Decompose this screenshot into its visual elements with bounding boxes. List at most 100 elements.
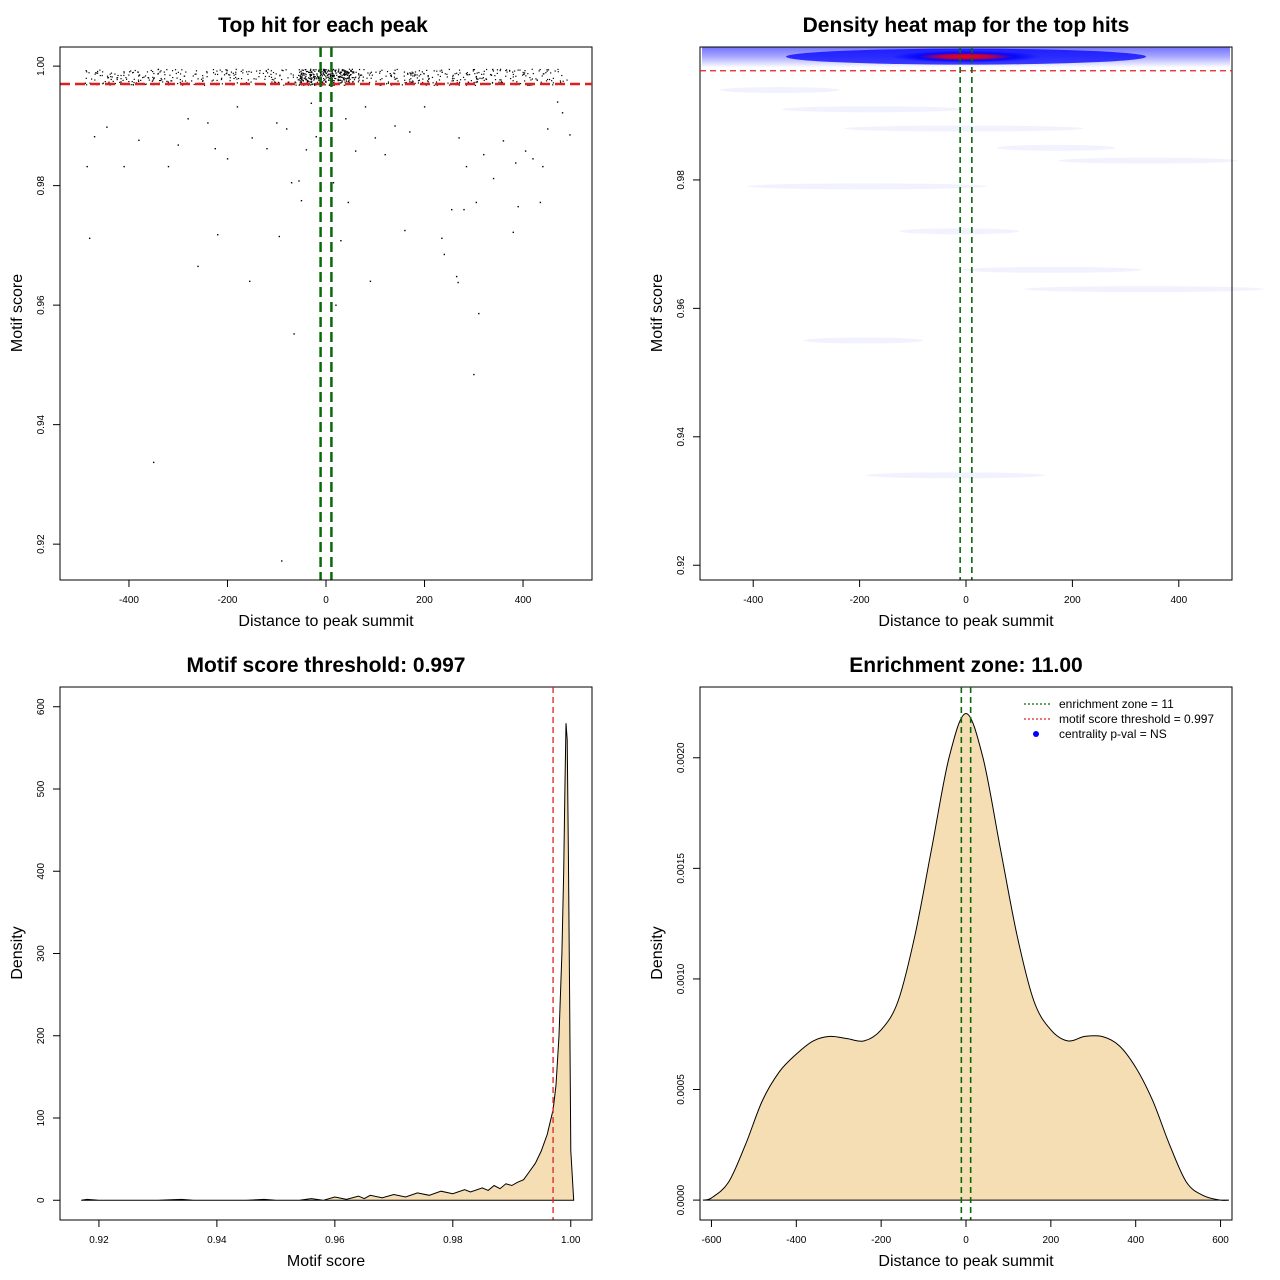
scatter-point	[476, 81, 479, 83]
scatter-point	[346, 73, 348, 75]
scatter-point	[467, 74, 469, 76]
scatter-point	[451, 80, 453, 82]
scatter-point	[221, 77, 223, 79]
scatter-point	[439, 75, 441, 78]
scatter-point	[158, 79, 161, 82]
scatter-point	[323, 71, 326, 73]
scatter-point	[240, 70, 242, 73]
scatter-point	[340, 240, 342, 242]
scatter-point	[366, 77, 368, 79]
y-tick-label: 0	[36, 1197, 47, 1203]
heat-faint-streak	[719, 87, 840, 94]
scatter-point	[200, 78, 203, 80]
scatter-point	[304, 76, 306, 78]
scatter-point	[138, 80, 140, 83]
scatter-point	[331, 75, 333, 77]
scatter-point	[315, 77, 317, 79]
panel1-outlier-points	[86, 101, 571, 562]
scatter-point	[350, 73, 352, 76]
scatter-point	[344, 70, 346, 72]
scatter-point	[225, 69, 227, 71]
scatter-point	[315, 69, 317, 71]
scatter-point	[314, 83, 316, 85]
scatter-point	[545, 80, 548, 82]
scatter-point	[131, 80, 133, 83]
scatter-point	[343, 78, 345, 81]
scatter-point	[266, 72, 269, 74]
scatter-point	[324, 78, 326, 81]
scatter-point	[177, 144, 180, 146]
scatter-point	[202, 79, 204, 82]
scatter-point	[396, 68, 398, 71]
heat-faint-streak	[1023, 286, 1264, 293]
scatter-point	[524, 150, 527, 152]
scatter-point	[411, 71, 413, 73]
scatter-point	[322, 70, 325, 72]
scatter-point	[393, 76, 396, 78]
scatter-point	[436, 70, 438, 72]
scatter-point	[309, 75, 311, 77]
scatter-point	[446, 76, 448, 78]
scatter-point	[346, 71, 348, 73]
scatter-point	[473, 81, 475, 84]
scatter-point	[476, 72, 478, 74]
scatter-point	[327, 69, 329, 71]
scatter-point	[339, 76, 341, 78]
scatter-point	[264, 75, 267, 78]
scatter-point	[323, 68, 325, 70]
scatter-point	[353, 72, 355, 74]
scatter-point	[212, 72, 215, 74]
scatter-point	[298, 69, 300, 71]
scatter-point	[360, 74, 362, 76]
scatter-point	[361, 74, 363, 76]
scatter-point	[300, 75, 302, 77]
scatter-point	[459, 72, 461, 74]
scatter-point	[367, 72, 369, 74]
scatter-point	[343, 74, 345, 77]
panel4-legend: enrichment zone = 11 motif score thresho…	[1024, 697, 1214, 741]
scatter-point	[387, 82, 389, 84]
scatter-point	[506, 71, 508, 73]
scatter-point	[152, 79, 154, 81]
scatter-point	[329, 75, 332, 77]
scatter-point	[138, 75, 140, 77]
scatter-point	[328, 70, 330, 73]
scatter-point	[250, 81, 252, 83]
scatter-point	[160, 70, 162, 72]
y-tick-label: 0.96	[676, 298, 687, 318]
scatter-point	[305, 73, 307, 76]
scatter-point	[348, 76, 350, 78]
x-tick-label: 1.00	[561, 1235, 581, 1246]
scatter-point	[385, 75, 387, 77]
scatter-point	[348, 75, 350, 77]
scatter-point	[492, 69, 494, 71]
scatter-point	[310, 77, 312, 79]
scatter-point	[116, 77, 119, 79]
panel3-y-label: Density	[9, 926, 26, 979]
scatter-point	[138, 74, 141, 76]
scatter-point	[394, 73, 396, 75]
scatter-point	[305, 70, 308, 73]
scatter-point	[333, 76, 335, 78]
scatter-point	[333, 74, 335, 76]
scatter-point	[509, 69, 511, 72]
scatter-point	[299, 83, 301, 85]
scatter-point	[318, 77, 320, 79]
scatter-point	[482, 77, 484, 79]
scatter-point	[418, 79, 421, 81]
scatter-point	[557, 71, 559, 73]
scatter-point	[523, 73, 525, 75]
scatter-point	[116, 77, 118, 79]
scatter-point	[481, 77, 483, 80]
scatter-point	[314, 84, 316, 86]
scatter-point	[248, 70, 250, 73]
scatter-point	[233, 74, 235, 76]
scatter-point	[496, 69, 499, 71]
scatter-point	[346, 74, 349, 76]
scatter-point	[310, 78, 313, 81]
scatter-point	[264, 83, 266, 85]
scatter-point	[328, 77, 330, 80]
scatter-point	[270, 76, 273, 78]
scatter-point	[417, 82, 420, 84]
scatter-point	[347, 201, 349, 204]
